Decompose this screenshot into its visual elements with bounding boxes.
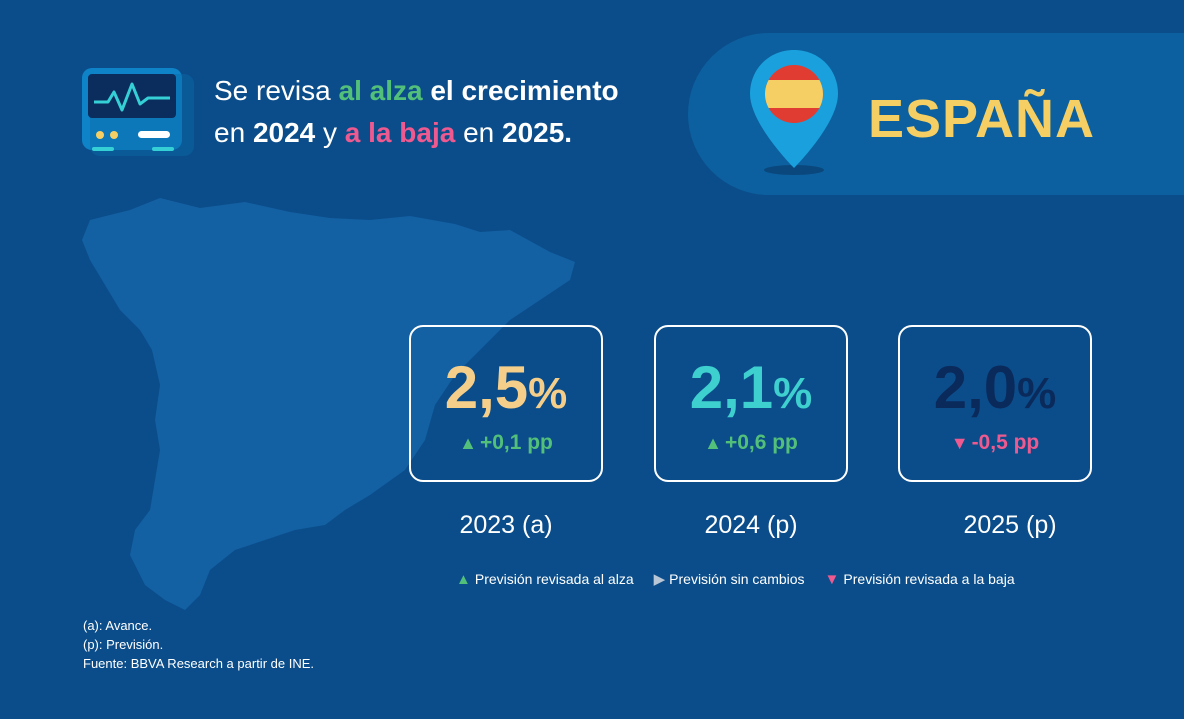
card-change: ▲ +0,1 pp [459, 431, 553, 454]
headline: Se revisa al alza el crecimiento en 2024… [214, 70, 684, 154]
card-change: ▼ -0,5 pp [950, 431, 1040, 454]
card-value: 2,0% [933, 354, 1057, 421]
forecast-card-2023: 2,5% ▲ +0,1 pp [409, 325, 603, 482]
triangle-down-icon: ▼ [824, 570, 840, 588]
triangle-down-icon: ▼ [950, 433, 969, 453]
year-label-2024: 2024 (p) [704, 511, 798, 539]
legend: ▲ Previsión revisada al alza ▶ Previsión… [456, 570, 1015, 589]
card-value: 2,5% [444, 354, 568, 421]
year-label-2025: 2025 (p) [963, 511, 1057, 539]
legend-item-up: ▲ Previsión revisada al alza [456, 570, 634, 588]
triangle-up-icon: ▲ [704, 433, 722, 453]
highlight-up: al alza [338, 75, 423, 106]
note-source: Fuente: BBVA Research a partir de INE. [83, 656, 314, 671]
spain-map-silhouette [82, 198, 575, 610]
note-prevision: (p): Previsión. [83, 637, 164, 652]
location-pin-spain-flag-icon [750, 50, 838, 175]
year-label-2023: 2023 (a) [459, 511, 553, 539]
note-avance: (a): Avance. [83, 618, 153, 633]
card-value: 2,1% [689, 354, 813, 421]
triangle-up-icon: ▲ [456, 570, 471, 588]
country-name: ESPAÑA [868, 89, 1096, 149]
triangle-up-icon: ▲ [459, 433, 477, 453]
forecast-card-2024: 2,1% ▲ +0,6 pp [654, 325, 848, 482]
monitor-pulse-icon [82, 68, 194, 156]
headline-line-1: Se revisa al alza el crecimiento [214, 75, 619, 106]
triangle-right-icon: ▶ [653, 571, 666, 588]
highlight-down: a la baja [344, 117, 456, 148]
headline-line-2: en 2024 y a la baja en 2025. [214, 117, 573, 148]
legend-item-unchanged: ▶ Previsión sin cambios [653, 571, 805, 588]
card-change: ▲ +0,6 pp [704, 431, 798, 454]
forecast-card-2025: 2,0% ▼ -0,5 pp [898, 325, 1092, 482]
legend-item-down: ▼ Previsión revisada a la baja [824, 570, 1015, 588]
footnotes: (a): Avance. (p): Previsión. Fuente: BBV… [83, 616, 314, 673]
